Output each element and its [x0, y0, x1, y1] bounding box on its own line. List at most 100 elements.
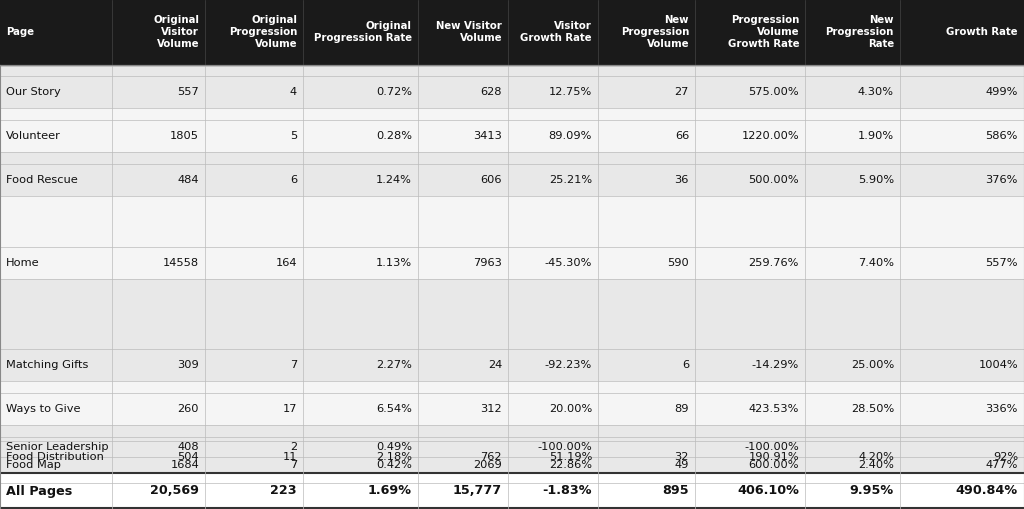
- Text: Senior Leadership: Senior Leadership: [6, 442, 109, 452]
- Text: 895: 895: [663, 485, 689, 497]
- Text: Original
Progression Rate: Original Progression Rate: [314, 21, 412, 43]
- Text: 7: 7: [290, 460, 297, 470]
- Text: 20,569: 20,569: [150, 485, 199, 497]
- Text: Food Map: Food Map: [6, 460, 61, 470]
- Text: 2.27%: 2.27%: [376, 360, 412, 370]
- Text: -100.00%: -100.00%: [744, 442, 799, 452]
- Text: 259.76%: 259.76%: [749, 258, 799, 268]
- Text: 5: 5: [290, 131, 297, 141]
- Text: -14.29%: -14.29%: [752, 360, 799, 370]
- Text: 1.13%: 1.13%: [376, 258, 412, 268]
- Text: 66: 66: [675, 131, 689, 141]
- Text: 190.91%: 190.91%: [749, 452, 799, 462]
- Text: 14558: 14558: [163, 258, 199, 268]
- Text: 1684: 1684: [170, 460, 199, 470]
- Text: Matching Gifts: Matching Gifts: [6, 360, 88, 370]
- Text: 0.49%: 0.49%: [376, 442, 412, 452]
- Text: 3413: 3413: [473, 131, 502, 141]
- Bar: [0, 349, 1024, 381]
- Text: Volunteer: Volunteer: [6, 131, 60, 141]
- Bar: [0, 441, 1024, 473]
- Text: 628: 628: [480, 87, 502, 97]
- Text: 89: 89: [675, 404, 689, 414]
- Text: 1004%: 1004%: [978, 360, 1018, 370]
- Text: New
Progression
Volume: New Progression Volume: [621, 15, 689, 49]
- Text: 15,777: 15,777: [453, 485, 502, 497]
- Text: 557%: 557%: [985, 258, 1018, 268]
- Text: 89.09%: 89.09%: [549, 131, 592, 141]
- Text: 0.72%: 0.72%: [376, 87, 412, 97]
- Text: 1.24%: 1.24%: [376, 175, 412, 185]
- Text: 6.54%: 6.54%: [376, 404, 412, 414]
- Text: Original
Visitor
Volume: Original Visitor Volume: [153, 15, 199, 49]
- Bar: [0, 164, 1024, 196]
- Text: 490.84%: 490.84%: [955, 485, 1018, 497]
- Text: Visitor
Growth Rate: Visitor Growth Rate: [520, 21, 592, 43]
- Bar: [0, 0, 1024, 65]
- Text: 423.53%: 423.53%: [749, 404, 799, 414]
- Bar: [0, 65, 1024, 76]
- Text: 25.21%: 25.21%: [549, 175, 592, 185]
- Text: 504: 504: [177, 452, 199, 462]
- Bar: [0, 152, 1024, 164]
- Bar: [0, 196, 1024, 247]
- Text: 557: 557: [177, 87, 199, 97]
- Text: 12.75%: 12.75%: [549, 87, 592, 97]
- Text: -1.83%: -1.83%: [543, 485, 592, 497]
- Text: 11: 11: [283, 452, 297, 462]
- Text: 500.00%: 500.00%: [749, 175, 799, 185]
- Text: 0.42%: 0.42%: [376, 460, 412, 470]
- Bar: [0, 279, 1024, 349]
- Text: 25.00%: 25.00%: [851, 360, 894, 370]
- Text: 9.95%: 9.95%: [850, 485, 894, 497]
- Text: 406.10%: 406.10%: [737, 485, 799, 497]
- Text: 590: 590: [668, 258, 689, 268]
- Text: 312: 312: [480, 404, 502, 414]
- Text: Original
Progression
Volume: Original Progression Volume: [228, 15, 297, 49]
- Text: 36: 36: [675, 175, 689, 185]
- Text: 6: 6: [290, 175, 297, 185]
- Text: 2069: 2069: [473, 460, 502, 470]
- Bar: [0, 393, 1024, 425]
- Text: 606: 606: [480, 175, 502, 185]
- Text: 2: 2: [290, 442, 297, 452]
- Bar: [0, 120, 1024, 152]
- Text: 575.00%: 575.00%: [749, 87, 799, 97]
- Text: 1805: 1805: [170, 131, 199, 141]
- Text: 762: 762: [480, 452, 502, 462]
- Text: 309: 309: [177, 360, 199, 370]
- Text: All Pages: All Pages: [6, 485, 73, 497]
- Text: 17: 17: [283, 404, 297, 414]
- Text: 7963: 7963: [473, 258, 502, 268]
- Text: 5.90%: 5.90%: [858, 175, 894, 185]
- Text: 4.30%: 4.30%: [858, 87, 894, 97]
- Text: 2.18%: 2.18%: [376, 452, 412, 462]
- Bar: [0, 108, 1024, 120]
- Text: -100.00%: -100.00%: [538, 442, 592, 452]
- Text: 1220.00%: 1220.00%: [741, 131, 799, 141]
- Text: 4: 4: [290, 87, 297, 97]
- Text: 600.00%: 600.00%: [749, 460, 799, 470]
- Text: 6: 6: [682, 360, 689, 370]
- Text: 408: 408: [177, 442, 199, 452]
- Text: 51.19%: 51.19%: [549, 452, 592, 462]
- Text: 499%: 499%: [986, 87, 1018, 97]
- Text: 20.00%: 20.00%: [549, 404, 592, 414]
- Text: 260: 260: [177, 404, 199, 414]
- Bar: [0, 473, 1024, 483]
- Text: 28.50%: 28.50%: [851, 404, 894, 414]
- Text: Food Distribution: Food Distribution: [6, 452, 103, 462]
- Text: 0.28%: 0.28%: [376, 131, 412, 141]
- Text: Growth Rate: Growth Rate: [946, 27, 1018, 37]
- Text: 164: 164: [275, 258, 297, 268]
- Text: 2.40%: 2.40%: [858, 460, 894, 470]
- Bar: [0, 76, 1024, 108]
- Text: Home: Home: [6, 258, 40, 268]
- Text: 7: 7: [290, 360, 297, 370]
- Text: Progression
Volume
Growth Rate: Progression Volume Growth Rate: [727, 15, 799, 49]
- Bar: [0, 425, 1024, 437]
- Text: 22.86%: 22.86%: [549, 460, 592, 470]
- Text: Page: Page: [6, 27, 34, 37]
- Bar: [0, 457, 1024, 473]
- Text: New Visitor
Volume: New Visitor Volume: [436, 21, 502, 43]
